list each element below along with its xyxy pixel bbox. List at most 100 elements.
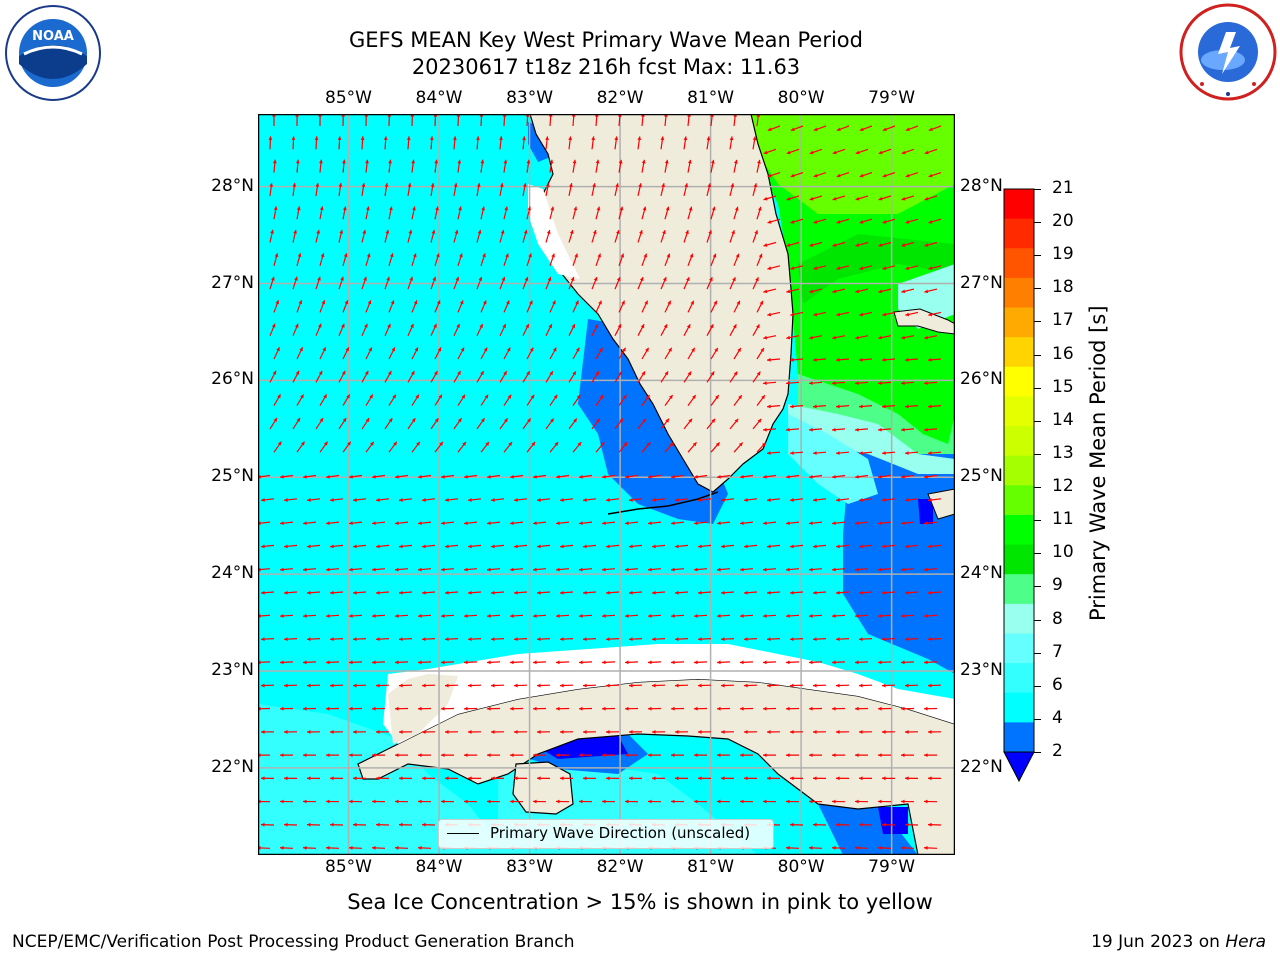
wave-arrow [522, 183, 527, 197]
wave-arrow [365, 300, 372, 313]
wave-arrow [706, 136, 711, 150]
wave-arrow [417, 614, 432, 618]
wave-arrow [579, 521, 593, 526]
wave-arrow [279, 614, 294, 618]
wave-arrow [591, 276, 598, 290]
wave-arrow [836, 265, 850, 271]
wave-arrow [602, 521, 616, 526]
wave-arrow [835, 451, 850, 455]
lat-tick-label-left: 28°N [211, 175, 254, 196]
wave-arrow [532, 567, 547, 572]
wave-arrow [720, 730, 735, 734]
wave-arrow [268, 136, 273, 150]
wave-arrow [444, 683, 459, 688]
wave-arrow [637, 371, 646, 383]
colorbar-segment [1004, 218, 1034, 249]
wave-arrow [729, 276, 736, 290]
wave-arrow [720, 683, 735, 688]
wave-arrow [683, 371, 692, 383]
wave-arrow [859, 265, 873, 271]
footer-date-text: 19 Jun 2023 on [1091, 932, 1226, 952]
wave-arrow [384, 182, 389, 196]
wave-arrow [637, 136, 642, 150]
wave-arrow [545, 323, 553, 336]
wave-arrow [411, 159, 416, 173]
colorbar-segment [1004, 248, 1034, 279]
wave-arrow [273, 346, 281, 360]
wave-arrow [813, 265, 827, 271]
wave-arrow [303, 521, 317, 526]
wave-arrow [670, 706, 685, 711]
colorbar-tick-label: 7 [1052, 641, 1063, 662]
wave-arrow [729, 136, 734, 150]
wave-arrow [905, 544, 919, 549]
wave-arrow [832, 148, 846, 155]
wave-arrow [877, 799, 892, 804]
wave-arrow [430, 417, 439, 430]
wave-arrow [618, 441, 628, 453]
wave-arrow [756, 394, 766, 406]
wave-arrow [789, 357, 804, 362]
map-canvas [258, 114, 955, 855]
wave-arrow [624, 706, 639, 711]
wave-arrow [881, 776, 896, 781]
wave-arrow [452, 136, 457, 150]
wave-arrow [743, 683, 758, 688]
wave-arrow [306, 730, 321, 734]
wave-arrow [375, 730, 390, 734]
wave-arrow [739, 660, 754, 665]
wave-arrow [694, 521, 708, 526]
wave-arrow [595, 206, 601, 220]
wave-arrow [901, 241, 915, 247]
wave-arrow [881, 590, 896, 595]
wave-arrow [338, 276, 344, 290]
wave-arrow [417, 706, 432, 711]
wave-arrow [808, 381, 823, 386]
wave-arrow [808, 753, 823, 758]
wave-arrow [280, 474, 294, 479]
wave-arrow [514, 498, 528, 502]
wave-arrow [716, 660, 731, 665]
wave-arrow [900, 614, 915, 618]
wave-arrow [556, 474, 570, 479]
wave-arrow [411, 441, 421, 453]
wave-arrow [503, 300, 510, 313]
wave-arrow [583, 498, 597, 502]
colorbar-tick-label: 16 [1052, 343, 1074, 364]
wave-arrow [572, 300, 579, 313]
wave-arrow [601, 660, 616, 665]
wave-arrow [813, 544, 827, 549]
wave-arrow [260, 637, 275, 642]
wave-arrow [545, 229, 551, 243]
wave-arrow [503, 159, 508, 173]
wave-arrow [279, 799, 294, 804]
wave-arrow [578, 567, 593, 572]
wave-arrow [476, 276, 483, 290]
wave-arrow [752, 230, 758, 243]
wave-arrow [729, 183, 735, 197]
wave-arrow [348, 753, 363, 758]
wave-arrow [670, 660, 685, 665]
wave-arrow [559, 683, 574, 688]
wave-arrow [900, 799, 915, 804]
wave-direction-arrows [258, 114, 942, 850]
wave-arrow [854, 381, 869, 386]
wave-arrow [683, 323, 691, 336]
wave-arrow [532, 753, 547, 758]
wave-arrow [407, 276, 413, 290]
wave-arrow [706, 276, 713, 290]
wave-arrow [756, 206, 762, 220]
wave-arrow [388, 347, 396, 360]
wave-arrow [924, 288, 938, 294]
wave-arrow [445, 498, 459, 502]
wave-arrow [858, 637, 873, 642]
wave-arrow [716, 614, 731, 618]
wave-arrow [831, 706, 846, 711]
wave-arrow [549, 347, 557, 360]
wave-arrow [545, 183, 550, 197]
lon-tick-label-top: 82°W [596, 88, 644, 108]
wave-arrow [421, 776, 436, 781]
wave-arrow [430, 229, 436, 243]
wave-arrow [647, 660, 662, 665]
wave-arrow [371, 845, 386, 850]
